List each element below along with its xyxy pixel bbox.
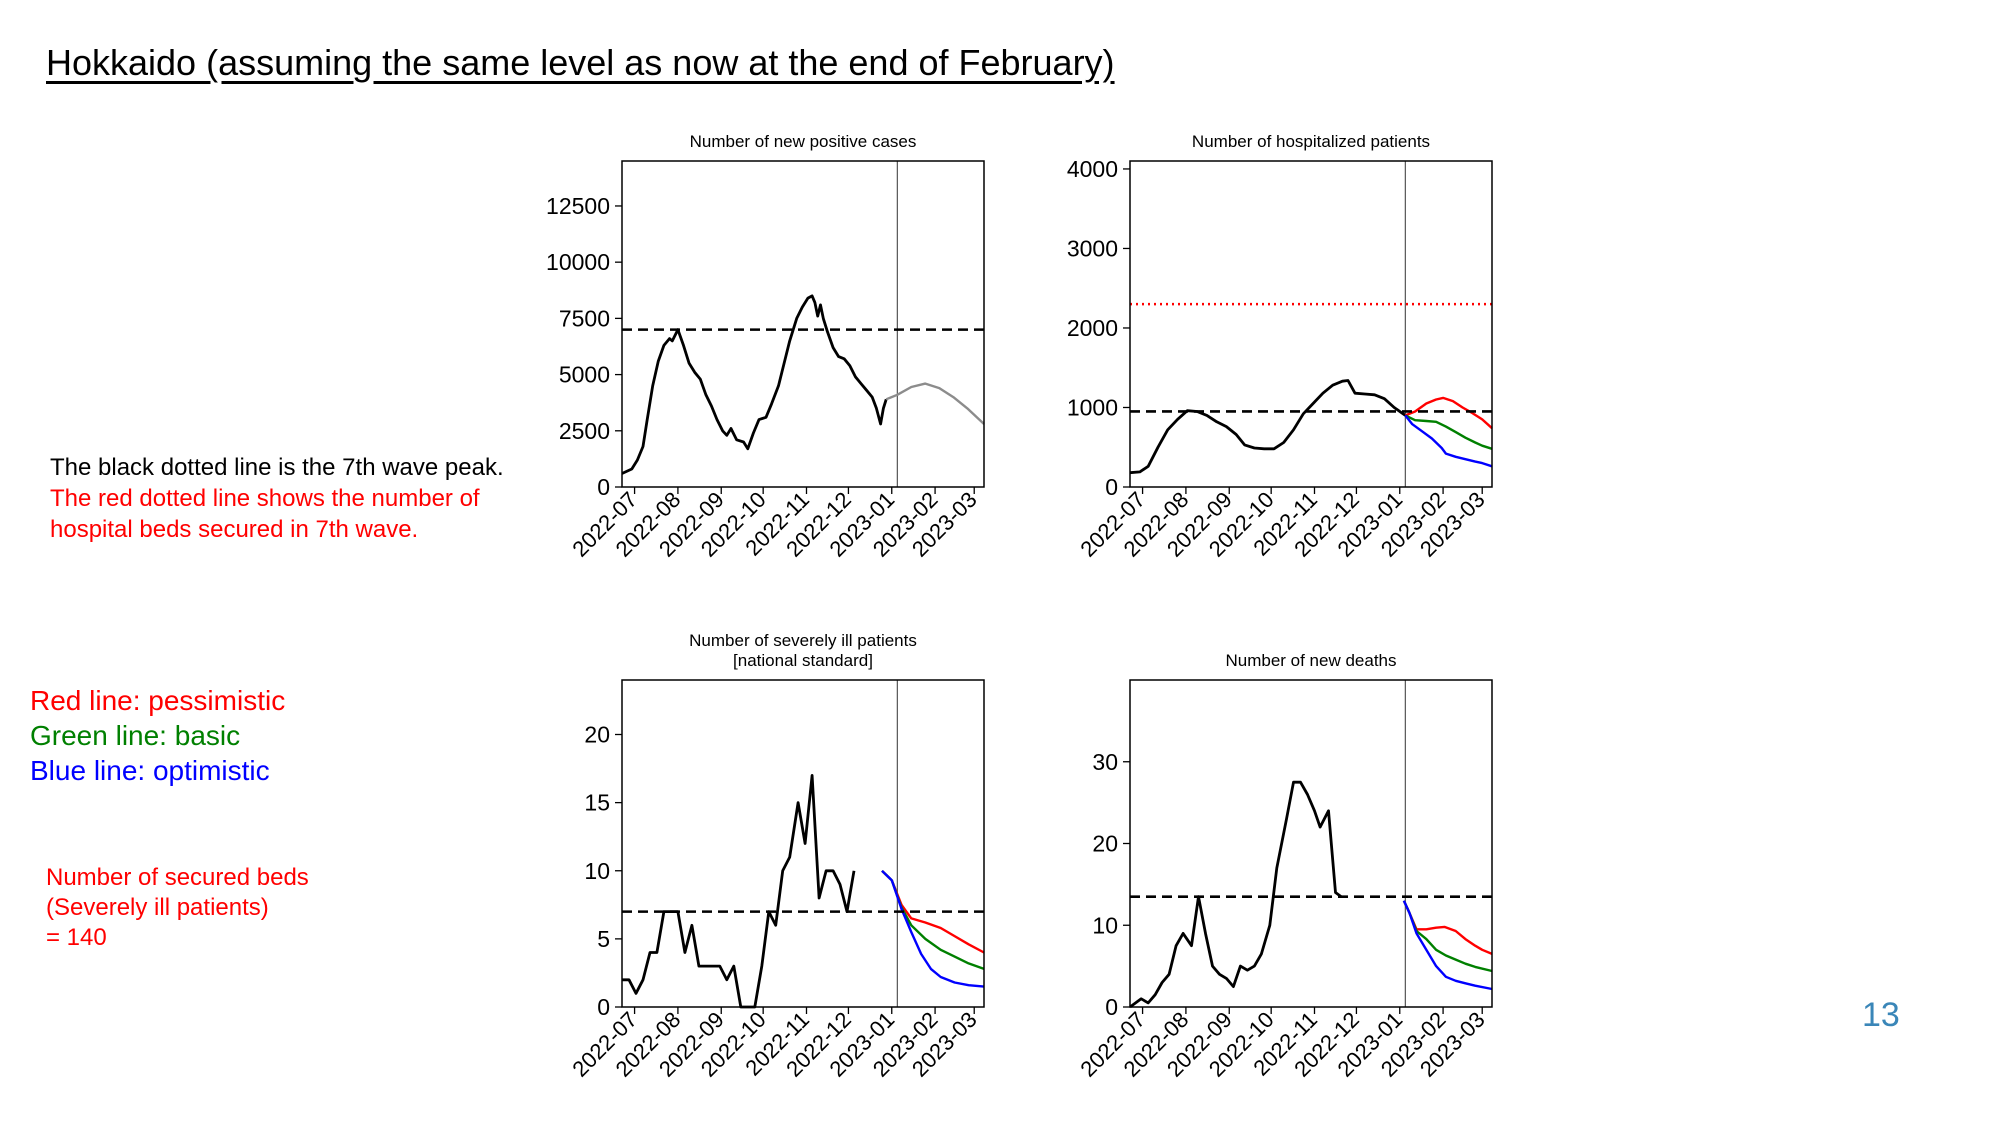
legend-basic: Green line: basic	[30, 720, 241, 751]
y-tick-label: 7500	[559, 305, 610, 331]
series-line-observed	[1129, 780, 1342, 1009]
y-tick-label: 5000	[559, 362, 610, 388]
chart-title: Number of hospitalized patients	[1192, 132, 1430, 151]
chart-panel-4: Number of new deaths01020302022-072022-0…	[1075, 651, 1493, 1082]
series-line-observed	[1129, 379, 1407, 475]
y-tick-label: 0	[1105, 994, 1118, 1020]
y-tick-label: 3000	[1067, 235, 1118, 261]
y-tick-label: 12500	[546, 193, 610, 219]
secured-beds-line-2: (Severely ill patients)	[46, 894, 269, 921]
series-line-optimistic	[1404, 414, 1493, 468]
plot-frame	[1129, 160, 1493, 488]
plot-frame	[621, 679, 985, 1008]
y-tick-label: 4000	[1067, 156, 1118, 182]
plot-frame	[1129, 679, 1493, 1008]
slide-title: Hokkaido (assuming the same level as now…	[46, 42, 1115, 83]
y-tick-label: 15	[584, 790, 610, 816]
y-tick-label: 20	[584, 722, 610, 748]
y-tick-label: 10	[1092, 912, 1118, 938]
peak-line-note: The black dotted line is the 7th wave pe…	[50, 454, 504, 481]
scenario-legend: Red line: pessimistic Green line: basic …	[30, 683, 285, 788]
plot-frame	[621, 160, 985, 488]
series-line-projection_single	[885, 382, 985, 425]
chart-panel-1: Number of new positive cases 0 2500 5000 750…	[546, 132, 985, 562]
y-tick-label: 5	[597, 926, 610, 952]
secured-beds-note: Number of secured beds (Severely ill pat…	[46, 863, 309, 953]
y-tick-label: 0	[597, 474, 610, 500]
y-tick-label: 10000	[546, 249, 610, 275]
series-line-pessimistic	[1404, 396, 1493, 430]
bed-line-note-2: hospital beds secured in 7th wave.	[50, 516, 419, 543]
chart-title: Number of new positive cases	[690, 132, 917, 151]
series-line-basic	[1404, 414, 1493, 450]
bed-line-note-1: The red dotted line shows the number of	[50, 485, 480, 512]
y-tick-label: 10	[584, 858, 610, 884]
series-line-observed	[622, 774, 856, 1009]
page-number: 13	[1862, 996, 1900, 1034]
line-explanation-note: The black dotted line is the 7th wave pe…	[50, 452, 504, 545]
secured-beds-line-3: = 140	[46, 924, 107, 951]
chart-panel-2: Number of hospitalized patients 0 1000 2000…	[1067, 132, 1493, 562]
y-tick-label: 0	[597, 994, 610, 1020]
chart-title: [national standard]	[733, 651, 873, 670]
y-tick-label: 1000	[1067, 394, 1118, 420]
y-tick-label: 2000	[1067, 315, 1118, 341]
series-line-optimistic	[1402, 900, 1493, 991]
series-line-optimistic	[881, 869, 985, 988]
legend-optimistic: Blue line: optimistic	[30, 755, 270, 786]
secured-beds-line-1: Number of secured beds	[46, 864, 309, 891]
chart-title: Number of new deaths	[1225, 651, 1396, 670]
y-tick-label: 30	[1092, 749, 1118, 775]
series-line-observed	[621, 294, 888, 475]
series-line-pessimistic	[1402, 900, 1493, 956]
y-tick-label: 20	[1092, 831, 1118, 857]
y-tick-label: 0	[1105, 474, 1118, 500]
chart-panel-3: Number of severely ill patients[national…	[567, 631, 985, 1082]
legend-pessimistic: Red line: pessimistic	[30, 685, 286, 716]
y-tick-label: 2500	[559, 418, 610, 444]
chart-title: Number of severely ill patients	[689, 631, 917, 650]
